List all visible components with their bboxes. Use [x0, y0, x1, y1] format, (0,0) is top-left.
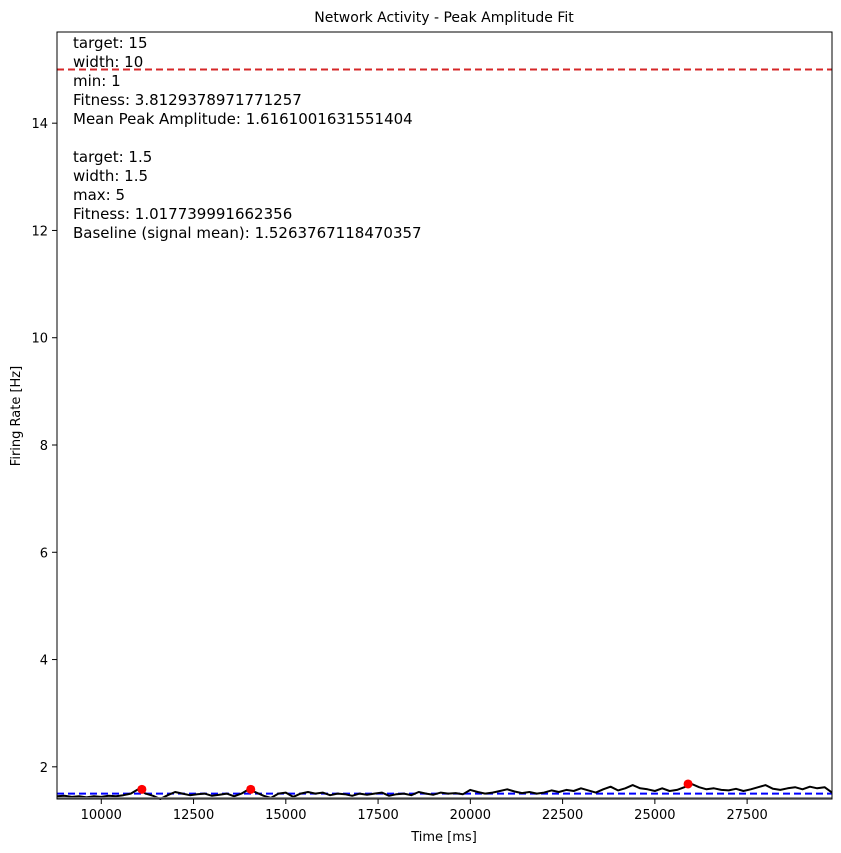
y-tick-label: 6: [40, 546, 48, 561]
axis-ticks: 10000 12500 15000 17500 20000 22500 25000 27500…: [31, 117, 767, 823]
plot-frame: [56, 31, 833, 800]
peak-marker: [137, 784, 147, 794]
x-tick-label: 10000: [81, 808, 122, 823]
annotation-line: target: 15: [73, 34, 148, 52]
plot-lines: [56, 68, 833, 800]
x-tick-label: 25000: [634, 808, 675, 823]
annotation-line: Mean Peak Amplitude: 1.6161001631551404: [73, 110, 413, 128]
y-tick-label: 12: [31, 224, 48, 239]
peak-marker: [246, 784, 256, 794]
annotation-line: Baseline (signal mean): 1.52637671184703…: [73, 224, 422, 242]
y-axis-label: Firing Rate [Hz]: [9, 366, 24, 466]
annotation-line: target: 1.5: [73, 148, 152, 166]
x-tick-label: 20000: [450, 808, 491, 823]
annotation-line: Fitness: 3.8129378971771257: [73, 91, 302, 109]
chart-title: Network Activity - Peak Amplitude Fit: [314, 10, 574, 26]
x-tick-label: 15000: [265, 808, 306, 823]
x-tick-label: 22500: [542, 808, 583, 823]
annotation-line: max: 5: [73, 186, 125, 204]
firing-rate-line: [56, 783, 833, 800]
y-tick-label: 14: [31, 117, 48, 132]
y-tick-label: 10: [31, 332, 48, 347]
y-tick-label: 8: [40, 439, 48, 454]
annotation-line: Fitness: 1.017739991662356: [73, 205, 292, 223]
x-tick-label: 17500: [357, 808, 398, 823]
annotation-line: width: 1.5: [73, 167, 148, 185]
annotation-line: min: 1: [73, 72, 121, 90]
y-tick-label: 4: [40, 654, 48, 669]
peak-marker: [683, 779, 693, 789]
plot-background: [57, 32, 832, 799]
x-axis-label: Time [ms]: [410, 830, 477, 845]
y-tick-label: 2: [40, 761, 48, 776]
annotation-line: width: 10: [73, 53, 143, 71]
x-tick-label: 27500: [726, 808, 767, 823]
x-tick-label: 12500: [173, 808, 214, 823]
